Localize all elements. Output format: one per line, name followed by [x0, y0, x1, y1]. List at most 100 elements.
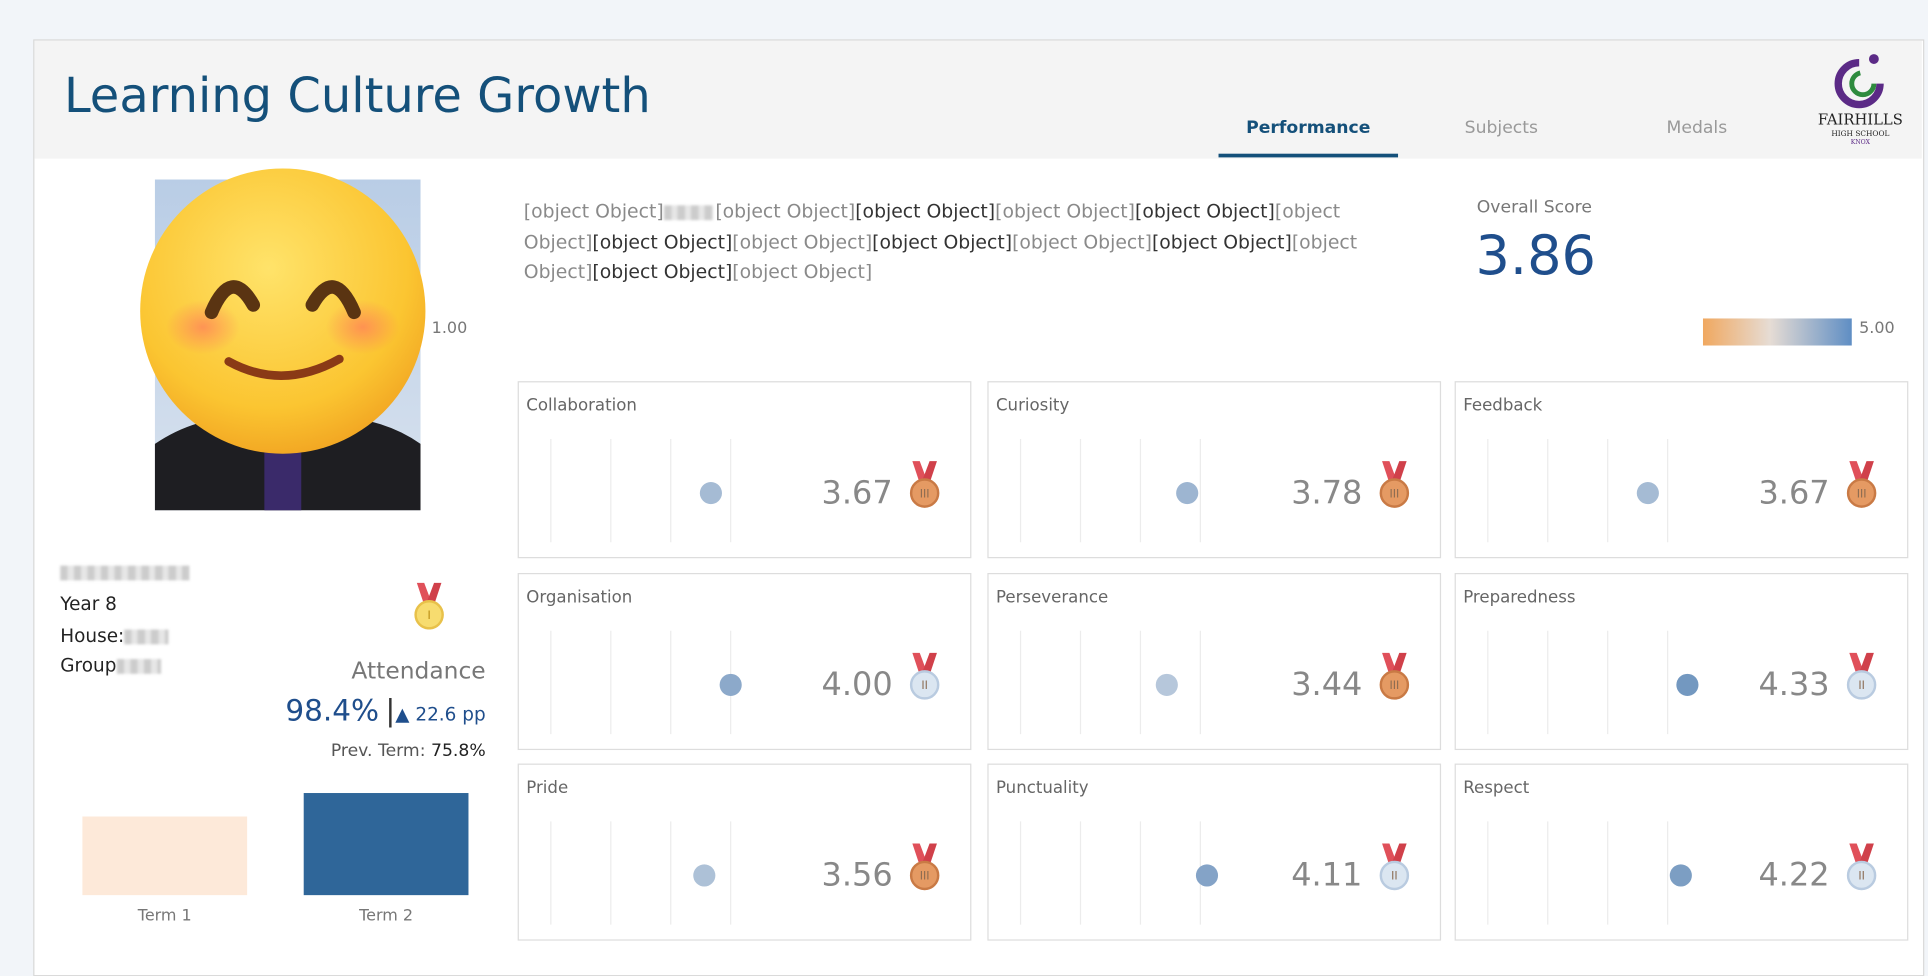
intro-emphasis: [object Object]: [1134, 200, 1275, 223]
medal-disc: [1379, 478, 1410, 508]
medal-rank: II: [1858, 870, 1865, 883]
card-slider: 4.00 II: [550, 630, 940, 735]
intro-segment: [object Object]: [732, 230, 873, 253]
intro-emphasis: [object Object]: [592, 230, 733, 253]
app: Learning Culture Growth FAIRHILLS HIGH S…: [33, 39, 1925, 976]
logo-line: HIGH SCHOOL: [1831, 129, 1889, 138]
medal-ribbon: [1859, 843, 1874, 866]
slider-knob: [699, 481, 722, 505]
card-title: Preparedness: [1463, 587, 1576, 608]
score-card: Pride 3.56 III: [517, 763, 972, 941]
intro-segment: [object Object]: [523, 230, 1358, 283]
scale-max: 5.00: [1859, 319, 1895, 339]
medal-ribbon: [922, 843, 937, 866]
gold-medal: I: [414, 582, 444, 630]
tab[interactable]: Medals: [1666, 118, 1728, 138]
slider-knob: [693, 864, 716, 887]
tab-underline: [1218, 153, 1399, 158]
emoji-cheek: [325, 300, 400, 355]
student-photo: [140, 168, 426, 511]
attendance-value: 98.4%: [285, 693, 380, 728]
attendance-change: ▲ 22.6 pp: [395, 703, 486, 726]
prev-value: 75.8%: [430, 741, 486, 762]
student-group: Group: [60, 654, 161, 677]
x-tick-label: Term 1: [137, 906, 192, 925]
intro-segment: [object Object]: [523, 200, 664, 223]
overall-label: Overall Score: [1476, 197, 1592, 218]
card-slider: 4.22 II: [1487, 821, 1877, 925]
medal-disc: [1846, 478, 1877, 508]
slider-knob: [1636, 481, 1659, 505]
medal-ribbon: [1859, 652, 1874, 676]
intro-segment: [object Object]: [732, 260, 873, 283]
intro-segment: [object Object]: [523, 200, 1341, 253]
scale-gradient: [1702, 318, 1852, 346]
tab[interactable]: Performance: [1246, 118, 1371, 138]
slider-knob: [1195, 864, 1219, 887]
score-card: Preparedness 4.33 II: [1454, 572, 1909, 751]
score-value: 4.33: [1758, 665, 1829, 703]
medal-rank: III: [920, 870, 930, 883]
attendance-current: 98.4% |▲ 22.6 pp: [285, 693, 486, 728]
header: [34, 40, 1922, 159]
score-card: Curiosity 3.78 III: [987, 381, 1442, 559]
medal-rank: III: [920, 487, 930, 500]
score-value: 4.11: [1291, 856, 1362, 894]
emoji-cheek: [165, 300, 240, 355]
emoji-eye: [305, 280, 361, 320]
card-title: Collaboration: [526, 395, 637, 416]
bar: [303, 793, 469, 896]
intro-emphasis: [object Object]: [592, 260, 733, 283]
medal-ribbon: [426, 582, 442, 605]
x-tick-label: Term 2: [358, 906, 413, 925]
medal-rank: I: [427, 609, 430, 622]
medal-disc: [1379, 670, 1410, 700]
medal-disc: [909, 860, 940, 891]
redacted-name: [663, 204, 713, 220]
card-slider: 3.67 III: [550, 438, 940, 543]
medal-disc: [909, 478, 940, 508]
score-value: 3.56: [822, 856, 893, 894]
card-slider: 3.67 III: [1487, 438, 1877, 543]
logo-ring: [1849, 70, 1877, 98]
card-title: Punctuality: [995, 778, 1089, 799]
emoji-face: [140, 168, 426, 454]
score-value: 3.78: [1291, 473, 1362, 511]
student-year: Year 8: [60, 592, 117, 615]
intro-emphasis: [object Object]: [872, 230, 1013, 253]
medal-rank: II: [1391, 870, 1398, 883]
school-logo: FAIRHILLS HIGH SCHOOL KNOX: [1818, 54, 1903, 146]
overall-score: 3.86: [1475, 225, 1596, 288]
intro-text: [object Object] [object Object][object Ob…: [524, 197, 1399, 287]
intro-segment: [object Object]: [995, 200, 1135, 223]
shirt: [264, 443, 302, 511]
slider-knob: [1669, 864, 1692, 887]
slider-knob: [1676, 673, 1699, 696]
attendance-chart: Term 1 Term 2: [82, 793, 469, 925]
medal-ribbon: [922, 652, 937, 676]
score-card: Perseverance 3.44 III: [987, 572, 1442, 751]
medal-rank: II: [1858, 679, 1865, 692]
medal-disc: [1379, 860, 1410, 891]
slider-knob: [1155, 673, 1178, 696]
slider-knob: [1176, 481, 1199, 505]
medal-rank: III: [1389, 487, 1399, 500]
tab[interactable]: Subjects: [1464, 118, 1538, 138]
logo-ring: [1834, 59, 1884, 109]
page-title: Learning Culture Growth: [63, 68, 651, 125]
intro-segment: [object Object]: [715, 200, 856, 223]
medal-disc: [414, 600, 444, 630]
emoji-eye: [204, 280, 261, 320]
slider-knob: [719, 673, 742, 696]
medal-ribbon: [1391, 652, 1407, 676]
card-title: Perseverance: [995, 587, 1109, 608]
logo-dot: [1868, 54, 1879, 64]
intro-segment: [object Object]: [1012, 230, 1152, 253]
intro-emphasis: [object Object]: [855, 200, 996, 223]
medal-rank: III: [1857, 487, 1867, 500]
medal-ribbon: [1391, 461, 1407, 484]
card-slider: 3.78 III: [1019, 438, 1410, 543]
group-label: Group: [60, 654, 117, 677]
page: Learning Culture Growth FAIRHILLS HIGH S…: [33, 39, 1925, 976]
card-slider: 3.44 III: [1019, 630, 1410, 735]
